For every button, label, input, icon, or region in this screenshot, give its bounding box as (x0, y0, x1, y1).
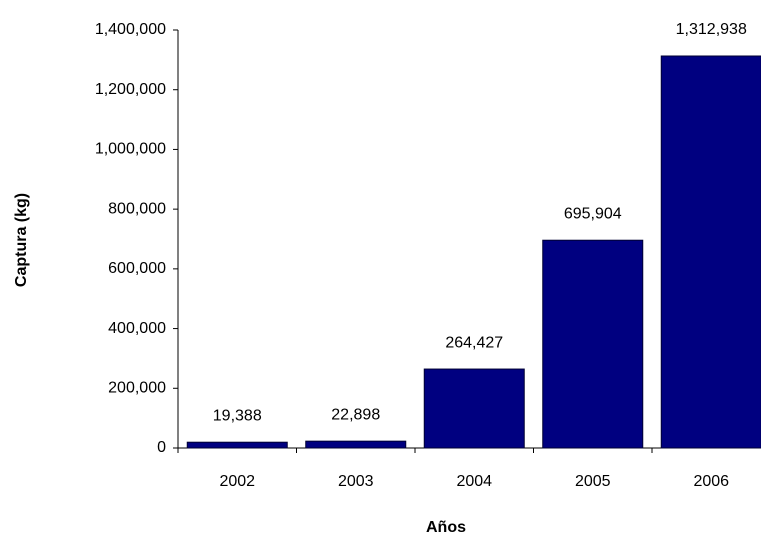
value-label: 19,388 (213, 407, 262, 424)
y-tick-label: 0 (157, 439, 166, 456)
y-tick-label: 400,000 (108, 320, 166, 337)
bar (305, 440, 407, 449)
value-label: 22,898 (331, 406, 380, 423)
bar (660, 55, 761, 449)
x-axis-title: Años (426, 519, 466, 536)
bar (542, 239, 644, 449)
y-axis-title: Captura (kg) (13, 193, 30, 287)
x-tick-label: 2006 (693, 473, 729, 490)
y-tick-label: 1,400,000 (95, 21, 166, 38)
y-tick-label: 800,000 (108, 200, 166, 217)
y-tick-label: 200,000 (108, 380, 166, 397)
y-tick-label: 1,200,000 (95, 81, 166, 98)
bar (186, 441, 288, 449)
y-tick-label: 1,000,000 (95, 141, 166, 158)
value-label: 1,312,938 (676, 21, 747, 38)
x-tick-label: 2003 (338, 473, 374, 490)
value-label: 264,427 (445, 334, 503, 351)
value-label: 695,904 (564, 205, 622, 222)
x-tick-label: 2004 (456, 473, 492, 490)
x-tick-label: 2005 (575, 473, 611, 490)
y-tick-label: 600,000 (108, 260, 166, 277)
bar (423, 368, 525, 449)
x-tick-label: 2002 (219, 473, 255, 490)
